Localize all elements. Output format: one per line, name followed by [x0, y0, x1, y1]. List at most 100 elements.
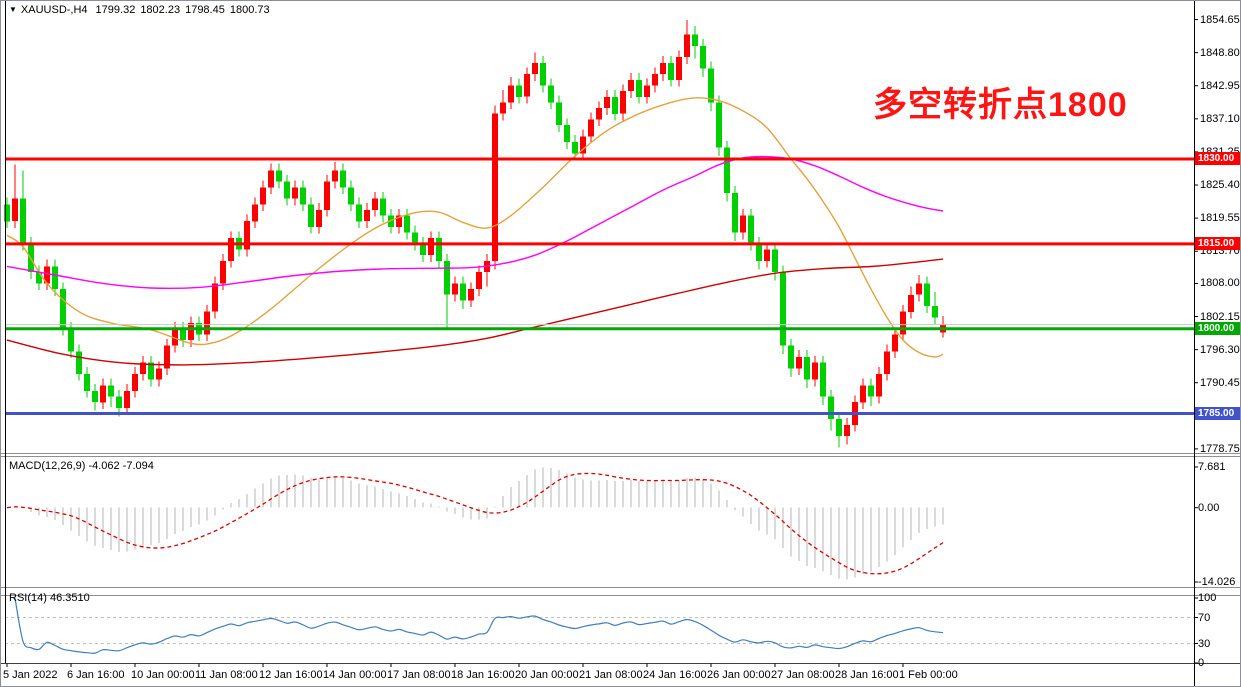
candle-body: [148, 362, 154, 380]
candle-body: [780, 272, 786, 346]
candle-body: [908, 294, 914, 312]
symbol-info-bar: ▼ XAUUSD-,H4 1799.32 1802.23 1798.45 1800.73: [9, 4, 275, 16]
candle-body: [228, 238, 234, 261]
candle-body: [660, 62, 666, 75]
candle-body: [436, 238, 442, 261]
candle-body: [548, 85, 554, 103]
candle-body: [708, 68, 714, 103]
candle-body: [212, 283, 218, 312]
candle-body: [788, 345, 794, 369]
ma-fast-orange: [6, 97, 944, 358]
candle-body: [508, 85, 514, 103]
macd-histogram: [14, 467, 944, 580]
candle-body: [604, 96, 610, 109]
candle-body: [380, 198, 386, 216]
candle-body: [244, 221, 250, 250]
candle-body: [308, 204, 314, 227]
candle-body: [828, 396, 834, 420]
candle-body: [620, 91, 626, 114]
candle-body: [668, 62, 674, 80]
candle-body: [292, 187, 298, 199]
candle-body: [860, 385, 866, 403]
candle-body: [220, 260, 226, 284]
candle-body: [516, 85, 522, 97]
candle-body: [188, 323, 194, 340]
candle-body: [932, 306, 938, 318]
candle-body: [724, 147, 730, 193]
rsi-line: [14, 597, 944, 654]
candle-body: [612, 96, 618, 114]
candle-body: [556, 102, 562, 125]
candle-body: [324, 181, 330, 210]
candle-body: [100, 385, 106, 403]
candle-body: [124, 390, 130, 408]
candle-body: [444, 260, 450, 295]
candle-body: [60, 289, 66, 329]
candle-body: [260, 187, 266, 205]
candle-body: [116, 396, 122, 408]
candle-body: [476, 272, 482, 290]
candle-body: [684, 34, 690, 58]
candle-body: [108, 385, 114, 397]
candle-body: [52, 266, 58, 290]
candle-body: [772, 249, 778, 273]
candle-body: [492, 113, 498, 261]
candle-body: [4, 204, 10, 222]
candle-body: [628, 79, 634, 92]
candle-body: [132, 374, 138, 391]
candle-body: [804, 357, 810, 380]
macd-signal-line: [6, 472, 944, 575]
quote-open: 1799.32: [95, 4, 136, 16]
quote-low: 1798.45: [185, 4, 225, 16]
candle-body: [812, 362, 818, 380]
candle-body: [92, 390, 98, 403]
candle-body: [572, 142, 578, 154]
candle-body: [892, 334, 898, 352]
candle-body: [700, 45, 706, 69]
candle-body: [428, 238, 434, 256]
candle-body: [820, 362, 826, 397]
ma-slow-darkred: [6, 258, 944, 366]
candle-body: [332, 170, 338, 182]
candle-body: [284, 181, 290, 199]
candle-body: [500, 102, 506, 114]
macd-label: MACD(12,26,9) -4.062 -7.094: [9, 460, 154, 472]
candle-body: [372, 198, 378, 210]
candle-body: [924, 283, 930, 306]
candle-body: [164, 345, 170, 369]
candle-body: [564, 125, 570, 143]
candle-body: [532, 62, 538, 75]
candle-body: [844, 424, 850, 437]
candle-body: [876, 374, 882, 397]
candle-body: [340, 170, 346, 188]
candle-body: [644, 85, 650, 97]
candle-body: [756, 243, 762, 261]
candle-body: [140, 362, 146, 374]
candle-body: [204, 311, 210, 335]
candle-body: [884, 351, 890, 374]
candle-body: [268, 170, 274, 188]
candle-body: [676, 57, 682, 80]
candle-body: [44, 266, 50, 284]
candle-body: [84, 374, 90, 391]
candle-body: [732, 192, 738, 233]
candle-body: [524, 74, 530, 97]
candle-body: [900, 311, 906, 335]
candle-body: [76, 351, 82, 374]
quote-high: 1802.23: [140, 4, 181, 16]
candle-body: [764, 249, 770, 261]
candle-body: [156, 368, 162, 380]
ma-mid-magenta: [6, 155, 944, 290]
candle-body: [636, 79, 642, 97]
candle-body: [468, 289, 474, 301]
candle-body: [316, 209, 322, 227]
symbol-dropdown-icon[interactable]: ▼: [9, 5, 17, 14]
candle-body: [740, 215, 746, 233]
candle-body: [180, 328, 186, 340]
candle-body: [404, 215, 410, 233]
candle-body: [300, 187, 306, 205]
candle-body: [748, 215, 754, 244]
candle-body: [12, 198, 18, 222]
candle-body: [420, 243, 426, 256]
